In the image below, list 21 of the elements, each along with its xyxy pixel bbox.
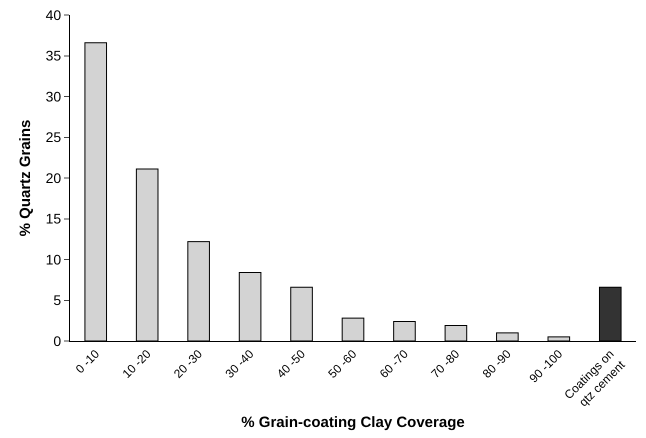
- x-tick-label: 30 -40: [222, 346, 257, 381]
- y-tick-label: 30: [46, 88, 62, 104]
- x-tick-label: 90 -100: [526, 346, 566, 386]
- y-tick-label: 10: [46, 251, 62, 268]
- x-tick-label: 50 -60: [325, 346, 360, 381]
- y-tick-label: 15: [46, 210, 62, 227]
- y-tick-label: 0: [53, 332, 62, 349]
- y-tick-label: 5: [53, 292, 62, 308]
- x-tick-label: 70 -80: [428, 346, 462, 381]
- x-tick-label: 60 -70: [376, 346, 412, 381]
- x-tick-label: 0 -10: [72, 346, 102, 376]
- y-tick-label: 25: [46, 129, 62, 146]
- x-axis-title: % Grain-coating Clay Coverage: [241, 414, 465, 432]
- x-tick-label: 80 -90: [480, 346, 514, 381]
- y-axis-title: % Quartz Grains: [17, 120, 34, 236]
- x-tick-label: 10 -20: [120, 346, 154, 381]
- y-tick-label: 20: [46, 170, 62, 186]
- y-tick-label: 35: [46, 48, 62, 64]
- y-tick-label: 40: [46, 6, 62, 23]
- x-tick-label: 20 -30: [171, 346, 206, 381]
- x-tick-label: 40 -50: [274, 346, 308, 381]
